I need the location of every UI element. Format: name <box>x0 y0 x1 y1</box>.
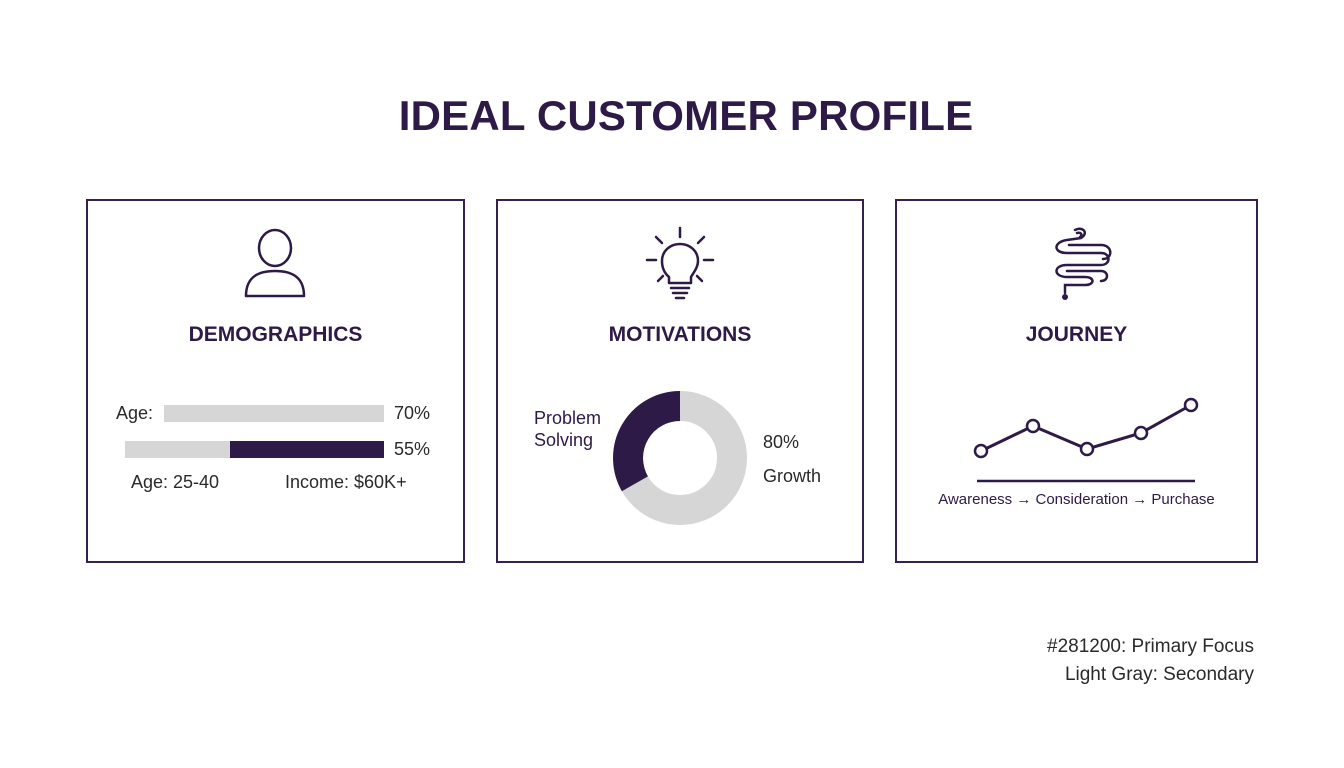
bar-label-age: Age: <box>116 403 154 423</box>
income-text: Income: $60K+ <box>285 472 407 492</box>
demographics-bar-2-fill <box>230 441 384 458</box>
page-title: IDEAL CUSTOMER PROFILE <box>398 92 974 139</box>
motivations-donut-chart <box>613 391 747 525</box>
growth-label: Growth <box>763 466 822 486</box>
person-icon <box>244 228 306 298</box>
journey-point-5 <box>1183 397 1199 413</box>
lightbulb-icon <box>645 226 715 300</box>
journey-line-chart <box>973 397 1199 483</box>
demographics-title: DEMOGRAPHICS <box>188 323 363 346</box>
bar-value-1: 70% <box>394 403 431 423</box>
demographics-bar-2 <box>125 441 384 458</box>
legend-secondary: Light Gray: Secondary <box>1064 664 1254 685</box>
age-range-text: Age: 25-40 <box>131 472 220 492</box>
journey-title: JOURNEY <box>1025 323 1128 346</box>
motivations-title: MOTIVATIONS <box>608 323 752 346</box>
legend-primary: #281200: Primary Focus <box>1047 636 1254 657</box>
winding-path-icon <box>1055 227 1112 300</box>
journey-point-2 <box>1025 418 1041 434</box>
motivations-card: MOTIVATIONS Problem Solving 80% Growth <box>496 199 864 563</box>
problem-label: Problem <box>534 408 602 428</box>
donut-primary-slice <box>613 391 681 492</box>
journey-point-1 <box>973 443 989 459</box>
growth-value: 80% <box>763 432 800 452</box>
solving-label: Solving <box>534 430 594 450</box>
journey-point-4 <box>1133 425 1149 441</box>
journey-point-3 <box>1079 441 1095 457</box>
journey-caption: Awareness → Consideration → Purchase <box>938 491 1215 508</box>
demographics-card: DEMOGRAPHICS Age: 70% 55% Age: 25-40 Inc… <box>86 199 465 563</box>
demographics-bar-1 <box>164 405 384 422</box>
journey-card: JOURNEY Awareness → Consideration → Purc… <box>895 199 1258 563</box>
bar-value-2: 55% <box>394 439 431 459</box>
